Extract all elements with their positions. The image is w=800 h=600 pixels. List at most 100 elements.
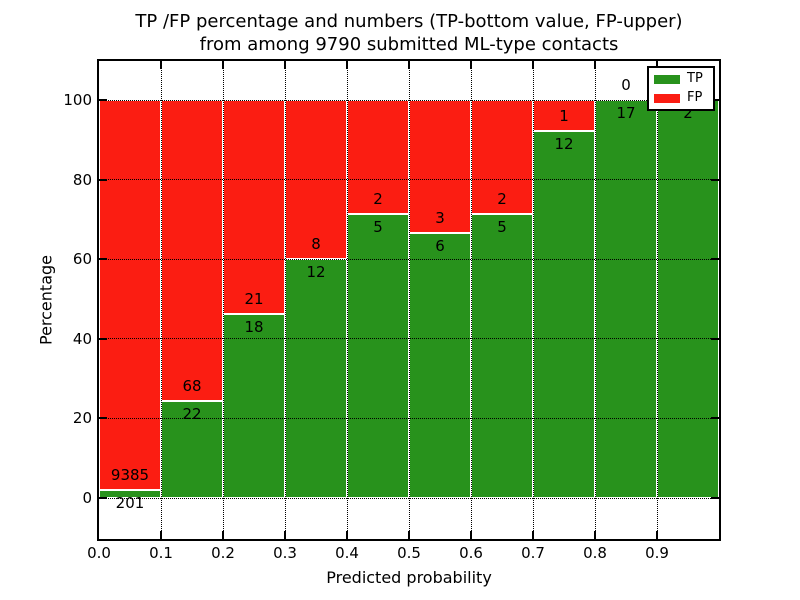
legend-item-tp: TP — [654, 72, 708, 86]
tick-mark — [532, 61, 534, 69]
bar-fp-segment — [223, 100, 285, 315]
x-axis-label: Predicted probability — [326, 568, 492, 587]
bar-tp-segment — [471, 213, 533, 498]
bar-tp-segment — [347, 213, 409, 498]
legend-label-tp: TP — [687, 71, 703, 86]
gridline — [532, 61, 534, 539]
x-tick-label: 0.9 — [645, 544, 669, 562]
fp-count-label: 68 — [182, 376, 202, 395]
gridline — [99, 99, 719, 101]
tick-mark — [99, 178, 107, 181]
tp-count-label: 22 — [182, 404, 202, 423]
tick-mark — [711, 178, 719, 181]
fp-count-label: 21 — [244, 290, 264, 309]
tp-count-label: 201 — [115, 493, 145, 512]
tick-mark — [470, 61, 472, 69]
tick-mark — [160, 531, 162, 539]
legend: TP FP — [647, 66, 715, 111]
fp-count-label: 2 — [497, 189, 507, 208]
x-tick-label: 0.0 — [87, 544, 111, 562]
tick-mark — [711, 497, 719, 499]
gridline — [284, 61, 286, 539]
bar-fp-segment — [533, 100, 595, 131]
tick-mark — [99, 417, 107, 420]
tick-mark — [160, 61, 162, 69]
x-tick-label: 0.7 — [521, 544, 545, 562]
chart-title: TP /FP percentage and numbers (TP-bottom… — [99, 10, 719, 56]
tp-count-label: 5 — [373, 217, 383, 236]
tp-count-label: 5 — [497, 217, 507, 236]
x-tick-label: 0.1 — [149, 544, 173, 562]
chart-title-line1: TP /FP percentage and numbers (TP-bottom… — [135, 11, 683, 32]
bar-tp-segment — [285, 259, 347, 498]
gridline — [99, 179, 719, 181]
tick-mark — [99, 258, 107, 261]
gridline — [99, 497, 719, 499]
fp-count-label: 9385 — [110, 465, 150, 484]
tp-count-label: 18 — [244, 318, 264, 337]
fp-count-label: 2 — [373, 189, 383, 208]
tick-mark — [99, 497, 107, 499]
tick-mark — [470, 531, 472, 539]
y-tick-label: 80 — [72, 170, 92, 189]
y-tick-label: 20 — [72, 409, 92, 428]
gridline — [222, 61, 224, 539]
bar-fp-segment — [99, 100, 161, 490]
tp-count-label: 6 — [435, 236, 445, 255]
bar-tp-segment — [161, 400, 223, 498]
y-tick-label: 100 — [63, 91, 92, 109]
tick-mark — [594, 531, 596, 539]
tick-mark — [99, 337, 107, 340]
x-tick-label: 0.6 — [459, 544, 483, 562]
tick-mark — [284, 531, 286, 539]
x-tick-label: 0.2 — [211, 544, 235, 562]
y-tick-label: 0 — [82, 489, 92, 507]
tick-mark — [346, 61, 348, 69]
tp-color-swatch-icon — [654, 74, 680, 84]
tp-count-label: 12 — [306, 263, 326, 282]
fp-count-label: 3 — [435, 208, 445, 227]
tick-mark — [656, 531, 658, 539]
gridline — [99, 417, 719, 419]
fp-count-label: 1 — [559, 106, 569, 125]
x-tick-label: 0.4 — [335, 544, 359, 562]
gridline — [408, 61, 410, 539]
tick-mark — [711, 258, 719, 261]
gridline — [160, 61, 162, 539]
tick-mark — [346, 531, 348, 539]
gridline — [470, 61, 472, 539]
gridline — [99, 258, 719, 260]
gridline — [99, 338, 719, 340]
gridline — [656, 61, 658, 539]
tick-mark — [222, 61, 224, 69]
tick-mark — [711, 417, 719, 420]
tick-mark — [594, 61, 596, 69]
plot-area: 93852016822211881225362511201702 — [99, 61, 719, 539]
y-tick-label: 40 — [72, 329, 92, 348]
bar-tp-segment — [409, 232, 471, 498]
x-tick-label: 0.5 — [397, 544, 421, 562]
fp-count-label: 0 — [621, 76, 631, 94]
tp-count-label: 12 — [554, 134, 574, 153]
bar-fp-segment — [161, 100, 223, 401]
gridline — [594, 61, 596, 539]
bar-tp-segment — [595, 100, 657, 498]
gridline — [346, 61, 348, 539]
legend-label-fp: FP — [687, 90, 703, 105]
fp-count-label: 8 — [311, 235, 321, 254]
tick-mark — [408, 61, 410, 69]
tick-mark — [408, 531, 410, 539]
tick-mark — [656, 61, 658, 69]
bar-tp-segment — [223, 314, 285, 498]
x-tick-label: 0.3 — [273, 544, 297, 562]
tp-count-label: 2 — [683, 104, 693, 122]
tick-mark — [711, 99, 719, 101]
legend-item-fp: FP — [654, 91, 708, 105]
bar-tp-segment — [533, 130, 595, 498]
tick-mark — [532, 531, 534, 539]
bar-tp-segment — [657, 100, 719, 498]
bar-fp-segment — [471, 100, 533, 214]
tick-mark — [711, 337, 719, 340]
fp-color-swatch-icon — [654, 93, 680, 103]
